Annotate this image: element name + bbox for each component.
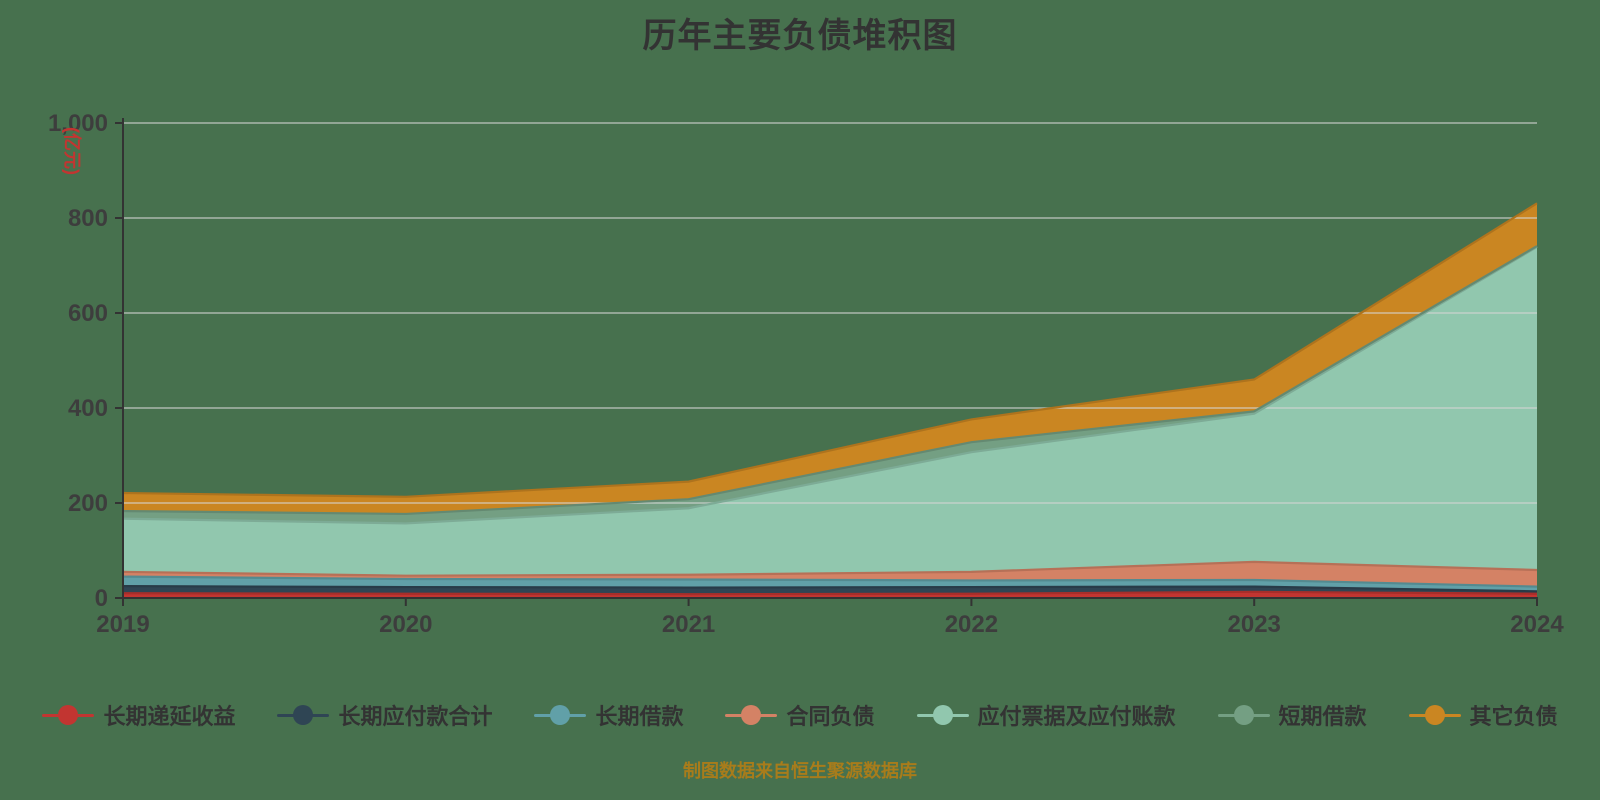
legend-label: 应付票据及应付账款 [977, 704, 1176, 729]
x-tick-label: 2019 [96, 611, 149, 638]
line-circle-marker-icon [725, 704, 778, 726]
area-band [123, 203, 1537, 514]
legend-item-4[interactable]: 应付票据及应付账款 [916, 699, 1176, 731]
y-tick-label: 800 [68, 205, 108, 232]
series-line [122, 245, 1538, 516]
x-tick-label: 2022 [945, 611, 998, 638]
legend-label: 长期递延收益 [103, 704, 236, 729]
y-tick-label: 0 [95, 585, 108, 612]
legend-item-1[interactable]: 长期应付款合计 [277, 699, 492, 731]
line-circle-marker-icon [916, 704, 969, 726]
series-line [122, 590, 1538, 596]
y-tick-label: 400 [68, 395, 108, 422]
line-circle-marker-icon [1217, 704, 1270, 726]
series-line [122, 246, 1538, 525]
line-circle-marker-icon [1408, 704, 1461, 726]
legend-item-0[interactable]: 长期递延收益 [42, 699, 235, 731]
y-tick-label: 600 [68, 300, 108, 327]
series-line [122, 575, 1538, 588]
x-tick-label: 2023 [1228, 611, 1281, 638]
series-line [122, 202, 1538, 498]
legend-label: 长期借款 [595, 704, 684, 729]
legend-item-5[interactable]: 短期借款 [1217, 699, 1367, 731]
data-source-caption: 制图数据来自恒生聚源数据库 [683, 761, 917, 781]
legend-item-6[interactable]: 其它负债 [1408, 699, 1558, 731]
legend-label: 其它负债 [1469, 704, 1558, 729]
chart-title: 历年主要负债堆积图 [642, 17, 958, 55]
line-circle-marker-icon [277, 704, 330, 726]
legend: 长期递延收益 长期应付款合计 长期借款 合同负债 应付票据及应付账款 短期借款 其它负债 [0, 699, 1600, 731]
legend-item-3[interactable]: 合同负债 [725, 699, 875, 731]
x-tick-label: 2020 [379, 611, 432, 638]
line-circle-marker-icon [534, 704, 587, 726]
legend-label: 长期应付款合计 [338, 704, 493, 729]
y-axis-unit-label: (亿元) [62, 127, 83, 175]
y-tick-label: 200 [68, 490, 108, 517]
y-tick-label: 1,000 [48, 110, 108, 137]
area-band [123, 246, 1537, 576]
line-circle-marker-icon [42, 704, 95, 726]
x-tick-label: 2021 [662, 611, 715, 638]
series-line [122, 585, 1538, 593]
series-line [122, 560, 1538, 577]
legend-label: 短期借款 [1278, 704, 1367, 729]
x-tick-label: 2024 [1510, 611, 1564, 638]
legend-item-2[interactable]: 长期借款 [534, 699, 683, 731]
legend-label: 合同负债 [786, 704, 875, 729]
